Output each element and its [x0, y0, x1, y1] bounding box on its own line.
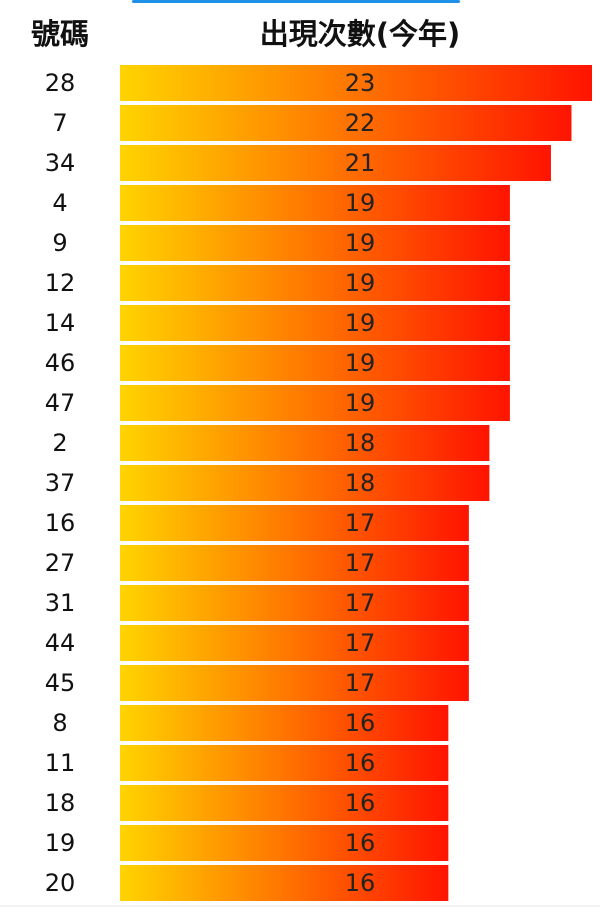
- value-label: 19: [345, 349, 376, 377]
- bar: [120, 425, 490, 461]
- category-label: 44: [45, 629, 76, 657]
- value-label: 16: [345, 829, 376, 857]
- bar: [120, 705, 449, 741]
- bar: [120, 65, 592, 101]
- category-label: 16: [45, 509, 76, 537]
- value-label: 17: [345, 589, 376, 617]
- bar: [120, 585, 469, 621]
- bar: [120, 305, 510, 341]
- category-label: 14: [45, 309, 76, 337]
- value-label: 23: [345, 69, 376, 97]
- category-label: 11: [45, 749, 76, 777]
- category-label: 34: [45, 149, 76, 177]
- category-label: 31: [45, 589, 76, 617]
- category-label: 4: [52, 189, 67, 217]
- category-label: 47: [45, 389, 76, 417]
- category-label: 37: [45, 469, 76, 497]
- value-label: 16: [345, 789, 376, 817]
- value-header: 出現次數(今年): [260, 17, 461, 51]
- value-label: 19: [345, 389, 376, 417]
- bar: [120, 505, 469, 541]
- value-label: 19: [345, 189, 376, 217]
- value-label: 18: [345, 469, 376, 497]
- bar: [120, 625, 469, 661]
- category-label: 28: [45, 69, 76, 97]
- category-label: 45: [45, 669, 76, 697]
- category-label: 2: [52, 429, 67, 457]
- bar: [120, 545, 469, 581]
- category-label: 19: [45, 829, 76, 857]
- bar: [120, 665, 469, 701]
- top-tab-indicator: [132, 0, 460, 3]
- value-label: 17: [345, 669, 376, 697]
- bar: [120, 785, 449, 821]
- category-label: 12: [45, 269, 76, 297]
- bar: [120, 825, 449, 861]
- bar: [120, 385, 510, 421]
- bar: [120, 345, 510, 381]
- bar: [120, 265, 510, 301]
- value-label: 19: [345, 309, 376, 337]
- bar: [120, 145, 551, 181]
- category-label: 46: [45, 349, 76, 377]
- value-label: 18: [345, 429, 376, 457]
- value-label: 16: [345, 709, 376, 737]
- value-label: 21: [345, 149, 376, 177]
- value-label: 17: [345, 629, 376, 657]
- bar: [120, 745, 449, 781]
- value-label: 16: [345, 869, 376, 897]
- bar: [120, 185, 510, 221]
- category-label: 9: [52, 229, 67, 257]
- category-label: 7: [52, 109, 67, 137]
- bar: [120, 105, 572, 141]
- value-label: 19: [345, 269, 376, 297]
- category-label: 8: [52, 709, 67, 737]
- value-label: 16: [345, 749, 376, 777]
- category-label: 27: [45, 549, 76, 577]
- category-label: 18: [45, 789, 76, 817]
- category-label: 20: [45, 869, 76, 897]
- category-header: 號碼: [31, 17, 89, 51]
- value-label: 17: [345, 549, 376, 577]
- value-label: 19: [345, 229, 376, 257]
- value-label: 22: [345, 109, 376, 137]
- bar: [120, 865, 449, 901]
- bar: [120, 225, 510, 261]
- value-label: 17: [345, 509, 376, 537]
- bar: [120, 465, 490, 501]
